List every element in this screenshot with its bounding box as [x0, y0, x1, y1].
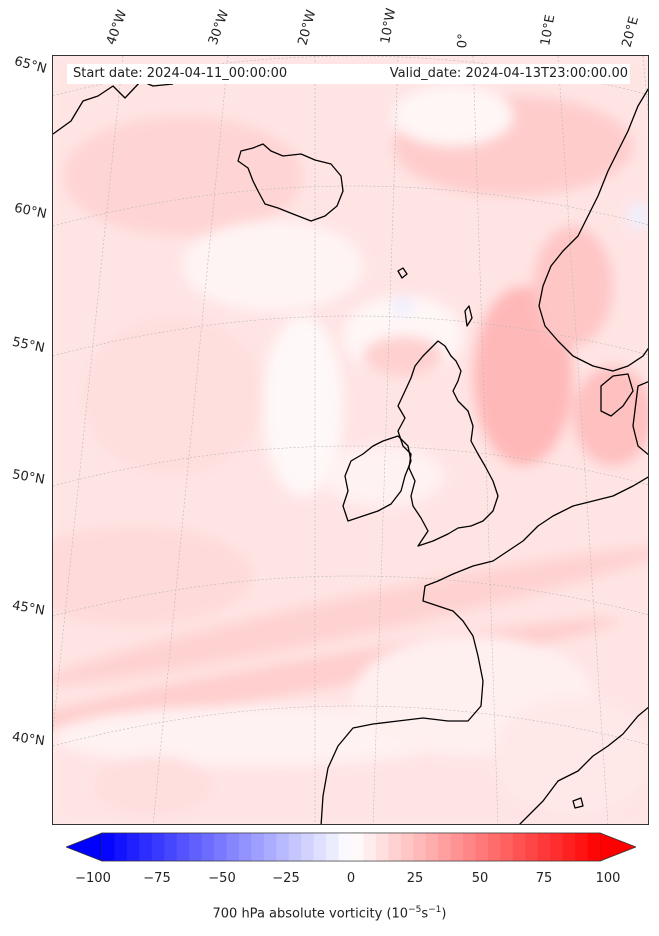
greenland-coast: [53, 80, 174, 135]
colorbar-step: [214, 833, 227, 861]
colorbar-step: [288, 833, 302, 861]
colorbar-step: [363, 833, 377, 861]
shetland-coast: [464, 305, 473, 327]
lat-label-50n: 50°N: [10, 467, 46, 488]
colorbar-step: [139, 833, 153, 861]
lon-label-0: 0°: [455, 32, 472, 49]
colorbar-step: [301, 833, 314, 861]
colorbar-step: [126, 833, 140, 861]
colorbar-step: [338, 833, 352, 861]
colorbar-step: [487, 833, 501, 861]
date-info-bar: Start date: 2024-04-11_00:00:00 Valid_da…: [67, 64, 630, 84]
colorbar-step: [425, 833, 439, 861]
lat-label-55n: 55°N: [10, 334, 46, 357]
colorbar-step: [189, 833, 202, 861]
colorbar-step: [525, 833, 539, 861]
colorbar-label-exp1: −5: [408, 905, 422, 915]
colorbar-tick-100: 100: [595, 871, 621, 886]
colorbar-label-end: ): [441, 906, 447, 922]
lat-label-40n: 40°N: [11, 729, 46, 750]
colorbar-step: [413, 833, 426, 861]
colorbar-step: [438, 833, 451, 861]
valid-date-text: Valid_date: 2024-04-13T23:00:00.00: [389, 66, 628, 81]
great-britain-coast: [397, 340, 499, 547]
colorbar-step: [326, 833, 339, 861]
colorbar-step: [562, 833, 576, 861]
lat-label-45n: 45°N: [10, 598, 46, 619]
continental-coast: [320, 476, 648, 824]
colorbar-label: 700 hPa absolute vorticity (10−5s−1): [0, 905, 659, 921]
ireland-coast: [342, 435, 412, 522]
colorbar-label-main: 700 hPa absolute vorticity (10: [212, 906, 409, 922]
lon-label-10e: 10°E: [538, 13, 559, 47]
colorbar: [66, 832, 636, 862]
colorbar-tick-75: 75: [535, 871, 553, 886]
colorbar-tick-m50: −50: [208, 871, 236, 886]
map-canvas: [53, 56, 648, 824]
denmark-coast: [600, 373, 634, 417]
colorbar-tick-25: 25: [406, 871, 424, 886]
colorbar-step: [512, 833, 526, 861]
colorbar-tick-m100: −100: [75, 871, 111, 886]
colorbar-step: [251, 833, 265, 861]
colorbar-svg: [66, 832, 636, 862]
coastline-paths: [53, 80, 648, 824]
colorbar-step: [537, 833, 551, 861]
colorbar-step: [151, 833, 165, 861]
colorbar-step: [114, 833, 128, 861]
colorbar-step: [388, 833, 402, 861]
colorbar-tick-m25: −25: [272, 871, 300, 886]
colorbar-step: [500, 833, 514, 861]
colorbar-step: [102, 833, 115, 861]
colorbar-extend-min: [66, 832, 103, 862]
colorbar-step: [450, 833, 464, 861]
colorbar-tick-m75: −75: [143, 871, 171, 886]
colorbar-steps: [102, 833, 601, 861]
faroe-coast: [397, 267, 408, 279]
lon-label-30w: 30°W: [205, 8, 233, 47]
colorbar-tick-0: 0: [346, 871, 356, 886]
colorbar-step: [375, 833, 389, 861]
colorbar-step: [276, 833, 290, 861]
colorbar-step: [226, 833, 240, 861]
colorbar-label-exp2: −1: [428, 905, 442, 915]
med-island: [572, 797, 584, 809]
norway-coast: [538, 88, 648, 372]
colorbar-extend-max: [599, 832, 636, 862]
colorbar-step: [201, 833, 215, 861]
lon-label-20w: 20°W: [295, 8, 320, 47]
vorticity-field: [53, 56, 648, 824]
colorbar-step: [463, 833, 476, 861]
colorbar-step: [351, 833, 364, 861]
colorbar-step: [238, 833, 252, 861]
lat-label-60n: 60°N: [12, 200, 48, 223]
lon-label-40w: 40°W: [103, 8, 131, 47]
colorbar-step: [550, 833, 563, 861]
sweden-south-coast: [632, 381, 648, 456]
lon-label-10w: 10°W: [378, 7, 400, 46]
colorbar-step: [400, 833, 414, 861]
vorticity-map: [52, 55, 649, 825]
colorbar-step: [313, 833, 327, 861]
colorbar-step: [587, 833, 601, 861]
lat-label-65n: 65°N: [12, 54, 49, 77]
colorbar-step: [475, 833, 489, 861]
colorbar-step: [263, 833, 277, 861]
colorbar-step: [176, 833, 190, 861]
lon-label-20e: 20°E: [619, 14, 643, 50]
colorbar-label-mid: s: [421, 906, 429, 922]
colorbar-step: [164, 833, 177, 861]
colorbar-tick-50: 50: [471, 871, 489, 886]
iberia-coast: [519, 706, 648, 824]
start-date-text: Start date: 2024-04-11_00:00:00: [73, 66, 288, 81]
iceland-coast: [237, 143, 344, 222]
colorbar-step: [575, 833, 588, 861]
